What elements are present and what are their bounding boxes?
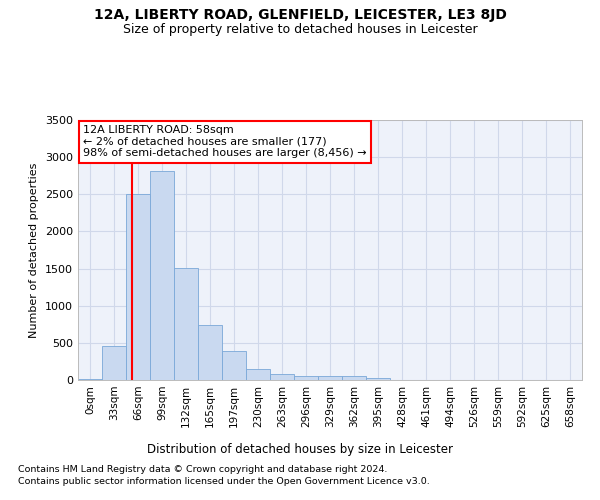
- Text: Contains HM Land Registry data © Crown copyright and database right 2024.: Contains HM Land Registry data © Crown c…: [18, 465, 388, 474]
- Bar: [318, 376, 342, 380]
- Text: Distribution of detached houses by size in Leicester: Distribution of detached houses by size …: [147, 442, 453, 456]
- Bar: [174, 268, 198, 380]
- Bar: [270, 374, 294, 380]
- Y-axis label: Number of detached properties: Number of detached properties: [29, 162, 40, 338]
- Bar: [78, 378, 102, 380]
- Bar: [222, 351, 246, 380]
- Bar: [102, 346, 126, 380]
- Bar: [246, 369, 270, 380]
- Bar: [366, 378, 390, 380]
- Bar: [126, 194, 150, 380]
- Text: 12A LIBERTY ROAD: 58sqm
← 2% of detached houses are smaller (177)
98% of semi-de: 12A LIBERTY ROAD: 58sqm ← 2% of detached…: [83, 125, 367, 158]
- Text: Contains public sector information licensed under the Open Government Licence v3: Contains public sector information licen…: [18, 478, 430, 486]
- Bar: [294, 376, 318, 380]
- Bar: [198, 324, 222, 380]
- Text: 12A, LIBERTY ROAD, GLENFIELD, LEICESTER, LE3 8JD: 12A, LIBERTY ROAD, GLENFIELD, LEICESTER,…: [94, 8, 506, 22]
- Text: Size of property relative to detached houses in Leicester: Size of property relative to detached ho…: [122, 22, 478, 36]
- Bar: [150, 170, 174, 380]
- Bar: [342, 376, 366, 380]
